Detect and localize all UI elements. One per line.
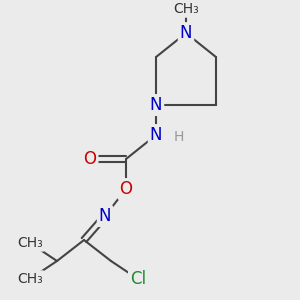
Text: CH₃: CH₃ [17,272,43,286]
Text: O: O [83,150,97,168]
Text: CH₃: CH₃ [17,236,43,250]
Text: O: O [119,180,133,198]
Text: Cl: Cl [130,270,146,288]
Text: N: N [180,24,192,42]
Text: H: H [173,130,184,144]
Text: CH₃: CH₃ [173,2,199,16]
Text: N: N [150,96,162,114]
Text: N: N [150,126,162,144]
Text: N: N [99,207,111,225]
